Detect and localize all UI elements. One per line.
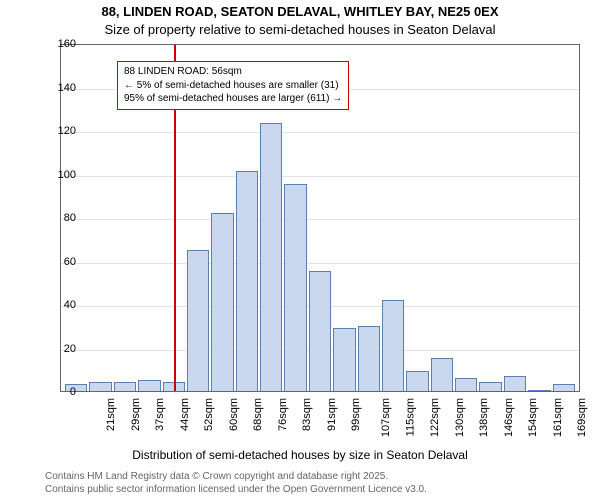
x-tick-label: 21sqm xyxy=(105,398,117,431)
histogram-bar xyxy=(211,213,233,391)
footer-line2: Contains public sector information licen… xyxy=(45,483,427,496)
histogram-bar xyxy=(284,184,306,391)
chart-container: 88, LINDEN ROAD, SEATON DELAVAL, WHITLEY… xyxy=(0,0,600,500)
annotation-box: 88 LINDEN ROAD: 56sqm ← 5% of semi-detac… xyxy=(117,61,349,110)
histogram-bar xyxy=(309,271,331,391)
footer-attribution: Contains HM Land Registry data © Crown c… xyxy=(45,470,427,496)
x-tick-label: 107sqm xyxy=(381,398,393,437)
histogram-bar xyxy=(89,382,111,391)
plot-area: 88 LINDEN ROAD: 56sqm ← 5% of semi-detac… xyxy=(60,44,580,392)
annotation-line1: 88 LINDEN ROAD: 56sqm xyxy=(124,65,342,79)
histogram-bar xyxy=(479,382,501,391)
y-tick-label: 80 xyxy=(46,212,76,224)
histogram-bar xyxy=(382,300,404,391)
histogram-bar xyxy=(504,376,526,391)
x-tick-label: 91sqm xyxy=(326,398,338,431)
x-tick-label: 154sqm xyxy=(527,398,539,437)
histogram-bar xyxy=(528,390,550,391)
x-tick-label: 161sqm xyxy=(552,398,564,437)
y-tick-label: 40 xyxy=(46,299,76,311)
x-tick-label: 60sqm xyxy=(228,398,240,431)
x-tick-label: 52sqm xyxy=(203,398,215,431)
x-tick-label: 44sqm xyxy=(179,398,191,431)
histogram-bar xyxy=(187,250,209,391)
annotation-line2: ← 5% of semi-detached houses are smaller… xyxy=(124,79,342,93)
x-tick-label: 130sqm xyxy=(454,398,466,437)
histogram-bar xyxy=(114,382,136,391)
histogram-bar xyxy=(431,358,453,391)
x-tick-label: 99sqm xyxy=(350,398,362,431)
y-tick-label: 120 xyxy=(46,125,76,137)
x-tick-label: 76sqm xyxy=(277,398,289,431)
y-tick-label: 100 xyxy=(46,169,76,181)
y-tick-label: 140 xyxy=(46,82,76,94)
x-tick-label: 122sqm xyxy=(430,398,442,437)
histogram-bar xyxy=(553,384,575,391)
histogram-bar xyxy=(333,328,355,391)
chart-subtitle: Size of property relative to semi-detach… xyxy=(0,22,600,37)
histogram-bar xyxy=(455,378,477,391)
x-tick-label: 146sqm xyxy=(503,398,515,437)
histogram-bar xyxy=(260,123,282,391)
histogram-bar xyxy=(406,371,428,391)
y-tick-label: 0 xyxy=(46,386,76,398)
x-tick-label: 169sqm xyxy=(576,398,588,437)
x-tick-label: 138sqm xyxy=(479,398,491,437)
histogram-bar xyxy=(358,326,380,391)
chart-title-address: 88, LINDEN ROAD, SEATON DELAVAL, WHITLEY… xyxy=(0,4,600,19)
y-tick-label: 160 xyxy=(46,38,76,50)
x-tick-label: 37sqm xyxy=(154,398,166,431)
histogram-bar xyxy=(138,380,160,391)
x-tick-label: 68sqm xyxy=(252,398,264,431)
annotation-line3: 95% of semi-detached houses are larger (… xyxy=(124,92,342,106)
x-tick-label: 115sqm xyxy=(404,398,416,436)
x-tick-label: 29sqm xyxy=(130,398,142,431)
y-tick-label: 20 xyxy=(46,343,76,355)
footer-line1: Contains HM Land Registry data © Crown c… xyxy=(45,470,427,483)
x-axis-label: Distribution of semi-detached houses by … xyxy=(0,448,600,462)
x-tick-label: 83sqm xyxy=(301,398,313,431)
y-tick-label: 60 xyxy=(46,256,76,268)
histogram-bar xyxy=(236,171,258,391)
